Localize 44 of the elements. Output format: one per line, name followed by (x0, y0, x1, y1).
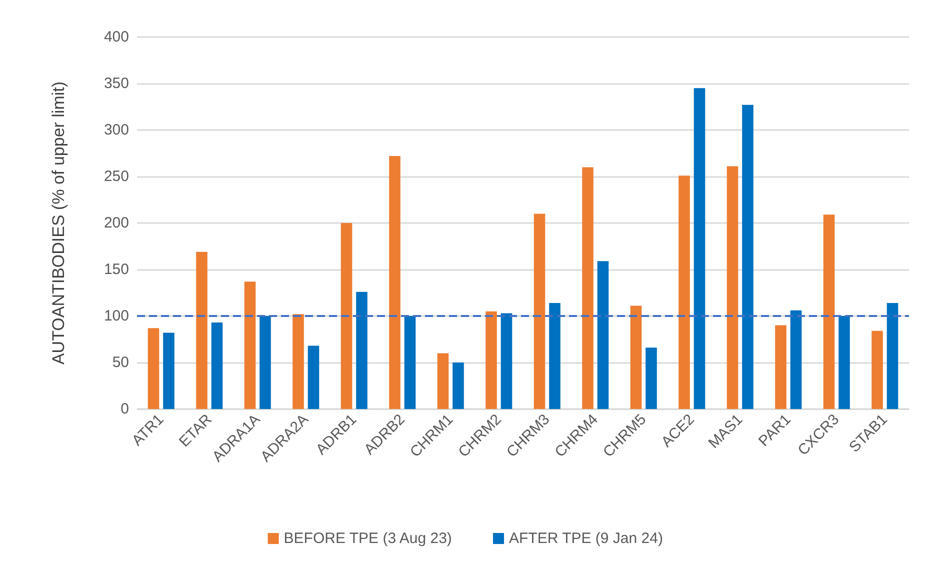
bar (452, 362, 464, 409)
legend-label: AFTER TPE (9 Jan 24) (509, 530, 663, 547)
bar (597, 261, 609, 409)
y-tick-label: 400 (104, 28, 129, 46)
y-tick-label: 350 (104, 75, 129, 92)
legend-label: BEFORE TPE (3 Aug 23) (284, 530, 452, 547)
bar (534, 214, 546, 409)
bar (196, 252, 208, 409)
bar (437, 353, 449, 409)
bar (694, 88, 706, 409)
y-tick-label: 50 (112, 354, 129, 371)
bar (340, 223, 352, 409)
y-tick-label: 0 (120, 400, 129, 418)
bar (148, 328, 160, 409)
bar (838, 316, 850, 409)
bar (404, 316, 416, 409)
y-axis-title: AUTOANTIBODIES (% of upper limit) (49, 81, 68, 365)
y-tick-label: 150 (104, 261, 129, 278)
bar (260, 316, 271, 409)
bar (790, 310, 802, 409)
bar (500, 313, 512, 409)
y-tick-label: 300 (104, 122, 129, 138)
bar (486, 311, 497, 409)
bar (549, 302, 560, 409)
bar (742, 104, 754, 409)
bar (872, 330, 883, 409)
bar (244, 282, 256, 409)
bar (630, 306, 642, 409)
bar (356, 292, 368, 409)
bar (678, 176, 690, 409)
bar (389, 156, 400, 409)
bar (886, 302, 898, 409)
y-tick-label: 100 (104, 308, 129, 324)
bar (308, 346, 320, 409)
bar (646, 348, 657, 409)
bar (211, 322, 223, 409)
y-tick-label: 250 (104, 168, 129, 185)
bar (775, 325, 786, 409)
bar (726, 166, 738, 409)
bar (582, 167, 594, 409)
bar (823, 214, 835, 409)
bar (163, 332, 174, 409)
bar (292, 314, 304, 409)
y-tick-label: 200 (104, 214, 129, 232)
